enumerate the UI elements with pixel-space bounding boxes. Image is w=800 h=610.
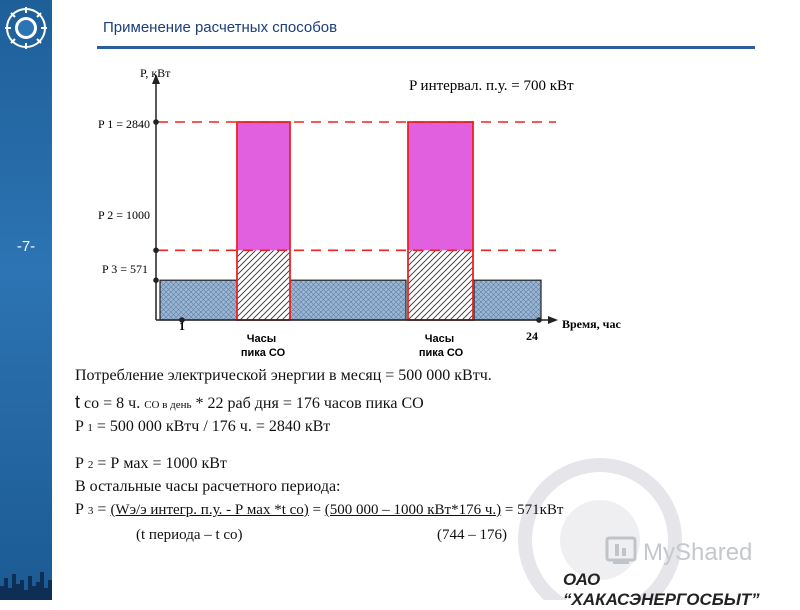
- p2-rest: = Р мах = 1000 кВт: [93, 455, 227, 472]
- p3-denominator-1: (t периода – t со): [136, 527, 243, 543]
- p3-symbol: Р: [75, 501, 88, 518]
- consumption-line: Потребление электрической энергии в меся…: [75, 367, 492, 384]
- watermark-screen-icon: [605, 536, 637, 562]
- p2-sub: 2: [87, 459, 94, 471]
- peak-label-1-line1: Часы: [247, 333, 276, 345]
- level-label-p3: P 3 = 571: [102, 262, 148, 276]
- x-axis-label: Время, час: [562, 317, 621, 331]
- p3-formula-line: Р 3 = (Wэ/э интегр. п.у. - Р мах *t со) …: [75, 501, 563, 519]
- peak-label-1-line2: пика СО: [241, 347, 286, 359]
- base-load-block-2: [289, 279, 407, 321]
- peak-hatched-1: [237, 250, 290, 320]
- x-tick-1: 1: [179, 319, 185, 333]
- p3-numerator-2: (500 000 – 1000 кВт*176 ч.): [324, 502, 502, 518]
- company-logo-icon: [5, 7, 47, 49]
- base-load-block-1: [159, 279, 238, 321]
- p3-eq: =: [93, 501, 111, 518]
- slide-number: -7-: [16, 238, 36, 255]
- sidebar: -7-: [0, 0, 52, 600]
- p3-eq2: =: [308, 502, 325, 518]
- t-co-rest: * 22 раб дня = 176 часов пика СО: [191, 395, 424, 412]
- title-divider: [97, 46, 755, 49]
- p1-rest: = 500 000 кВтч / 176 ч. = 2840 кВт: [92, 418, 331, 435]
- y-axis-label: P, кВт: [140, 66, 171, 80]
- p2-formula-line: Р 2 = Р мах = 1000 кВт: [75, 455, 227, 473]
- t-co-sub: CO в день: [144, 399, 192, 411]
- p1-sub: 1: [87, 422, 93, 434]
- p1-symbol: P: [75, 418, 88, 435]
- p3-denominator-2: (744 – 176): [437, 527, 507, 543]
- t-co-text: со = 8 ч.: [80, 395, 145, 412]
- peak-hours-line: t со = 8 ч. CO в день * 22 раб дня = 176…: [75, 392, 424, 413]
- watermark-logo: MyShared: [605, 536, 752, 566]
- x-axis-arrow: [548, 316, 558, 324]
- level-label-p2: P 2 = 1000: [98, 208, 150, 222]
- page-title: Применение расчетных способов: [103, 19, 338, 36]
- company-name: ОАО “ХАКАСЭНЕРГОСБЫТ”: [563, 570, 760, 609]
- load-chart: P, кВт Время, час P интервал. п.у. = 700…: [96, 62, 628, 362]
- peak-fill-2: [408, 122, 473, 251]
- peak-hatched-2: [408, 250, 473, 320]
- p3-sub: 3: [87, 505, 94, 517]
- base-load-block-3: [473, 279, 542, 321]
- peak-label-2: Часы пика СО: [419, 333, 464, 359]
- peak-fill-1: [237, 122, 290, 251]
- t-symbol: t: [75, 392, 81, 412]
- y-axis-arrow: [152, 74, 160, 84]
- other-hours-line: В остальные часы расчетного периода:: [75, 478, 341, 495]
- p3-result: = 571кВт: [501, 502, 564, 518]
- peak-label-2-line1: Часы: [425, 333, 454, 345]
- watermark-text: MyShared: [643, 539, 752, 566]
- level-label-p1: P 1 = 2840: [98, 117, 150, 131]
- city-skyline-icon: [0, 572, 52, 600]
- peak-label-2-line2: пика СО: [419, 347, 464, 359]
- chart-annotation: P интервал. п.у. = 700 кВт: [409, 78, 574, 94]
- p1-formula-line: P 1 = 500 000 кВтч / 176 ч. = 2840 кВт: [75, 418, 330, 436]
- peak-label-1: Часы пика СО: [241, 333, 286, 359]
- p3-numerator-1: (Wэ/э интегр. п.у. - Р мах *t со): [110, 502, 309, 518]
- x-tick-24: 24: [526, 329, 538, 343]
- p2-symbol: Р: [75, 455, 88, 472]
